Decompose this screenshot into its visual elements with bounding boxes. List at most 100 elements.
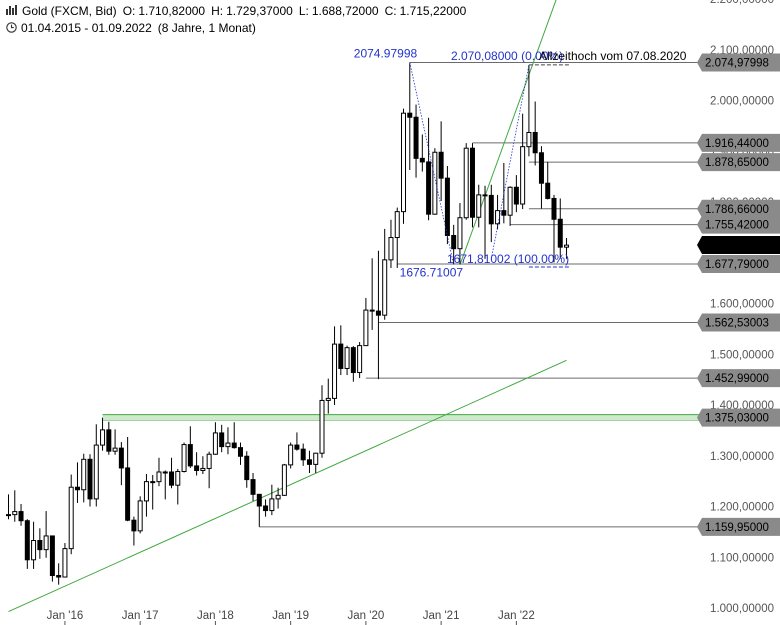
candle-body (438, 151, 444, 179)
candles (6, 62, 570, 585)
fib-label-low: 1676.71007 (400, 266, 464, 280)
candle-body (237, 447, 243, 457)
fib-label-high: 2074.97998 (354, 46, 418, 60)
x-axis: Jan '16 Jan '17 Jan '18 Jan '19 Jan '20 Jan '… (47, 610, 535, 625)
candle-body (263, 505, 269, 512)
x-tick-label: Jan '17 (122, 610, 159, 622)
candle-body (319, 399, 325, 454)
candle-body (43, 535, 49, 551)
level-price-tag (697, 517, 780, 536)
candle-body (12, 511, 18, 516)
clock-icon (6, 22, 17, 33)
candle-body (313, 452, 319, 465)
candle-body (194, 465, 200, 471)
candle-body (394, 211, 400, 239)
level-labels: 2.074,97998 1.916,44000 1.878,65000 1.786,6… (697, 53, 780, 536)
candle-body (225, 442, 231, 448)
level-price-tag (697, 215, 780, 234)
candle-body (37, 540, 43, 551)
candle-body (488, 194, 494, 225)
x-tick-label: Jan '19 (272, 610, 309, 622)
candle-body (388, 237, 394, 261)
x-tick-label: Jan '18 (197, 610, 234, 622)
horizontal-levels (102, 61, 703, 528)
y-tick-label: 1.000,00000 (710, 603, 774, 615)
candle-body (49, 535, 55, 577)
x-tick-label: Jan '22 (498, 610, 535, 622)
candle-body (156, 471, 162, 483)
y-tick-label: 1.300,00000 (710, 451, 774, 463)
candle-body (564, 244, 570, 248)
candle-body (143, 481, 149, 502)
close-value: 1.715,22000 (399, 4, 467, 18)
candle-body (419, 157, 425, 163)
candle-body (56, 575, 62, 578)
candle-body (350, 347, 356, 374)
candle-body (212, 432, 218, 455)
y-tick-label: 1.600,00000 (710, 299, 774, 311)
candle-body (526, 131, 532, 148)
candle-body (187, 444, 193, 467)
candle-body (118, 447, 124, 469)
level-price-tag (697, 199, 780, 218)
y-tick-label: 1.100,00000 (710, 552, 774, 564)
candle-body (6, 514, 11, 517)
fib-dotted-leg (409, 62, 455, 265)
candle-body (68, 486, 74, 550)
level-price-label: 1.916,44000 (705, 138, 769, 150)
low-label: L: (298, 4, 309, 18)
candle-body (463, 147, 469, 219)
candle-body (269, 498, 275, 512)
low-value: 1.688,72000 (311, 4, 379, 18)
duration: (8 Jahre, 1 Monat) (157, 21, 256, 35)
y-tick-label: 2.000,00000 (710, 96, 774, 108)
candle-body (206, 453, 212, 469)
candle-body (407, 112, 413, 118)
candle-body (538, 152, 544, 184)
candle-body (31, 540, 37, 561)
level-price-tag (697, 53, 780, 72)
ath-annotation: Allzeithoch vom 07.08.2020 (539, 49, 687, 63)
candle-body (451, 234, 457, 250)
level-price-tag (697, 369, 780, 388)
chart-title: Gold (FXCM, Bid) (22, 4, 117, 18)
candle-body (150, 481, 156, 484)
level-price-label: 1.562,53003 (705, 318, 769, 330)
chart-bars-icon (6, 4, 18, 15)
candle-body (81, 458, 87, 491)
candle-body (175, 470, 181, 486)
trendline (8, 359, 567, 613)
x-tick-label: Jan '21 (423, 610, 460, 622)
x-tick-label: Jan '20 (348, 610, 385, 622)
candle-body (131, 519, 137, 532)
trendline (459, 0, 557, 266)
open-value: 1.710,82000 (138, 4, 206, 18)
candle-body (200, 467, 206, 471)
candle-body (281, 464, 287, 496)
level-price-tag (697, 236, 780, 255)
level-price-tag (697, 153, 780, 172)
fib-label-100: 1671,81002 (100.00%) (447, 252, 569, 266)
candle-body (275, 494, 281, 500)
level-price-tag (697, 133, 780, 152)
fib-label-0: 2.070,08000 (0.00%) (451, 49, 563, 63)
candle-body (219, 432, 225, 448)
candle-body (357, 345, 363, 374)
x-tick-label: Jan '16 (47, 610, 84, 622)
candle-body (87, 458, 93, 500)
close-label: C: (384, 4, 397, 18)
candle-body (551, 197, 557, 220)
candle-body (106, 429, 112, 452)
candle-body (100, 429, 106, 446)
candle-body (501, 210, 507, 216)
high-label: H: (211, 4, 224, 18)
candle-body (401, 112, 407, 213)
candle-body (74, 486, 80, 491)
candle-body (482, 194, 488, 197)
candle-body (469, 147, 475, 218)
level-price-tag (697, 408, 780, 427)
candle-body (24, 520, 30, 561)
candle-body (18, 511, 24, 522)
candle-body (181, 444, 187, 472)
